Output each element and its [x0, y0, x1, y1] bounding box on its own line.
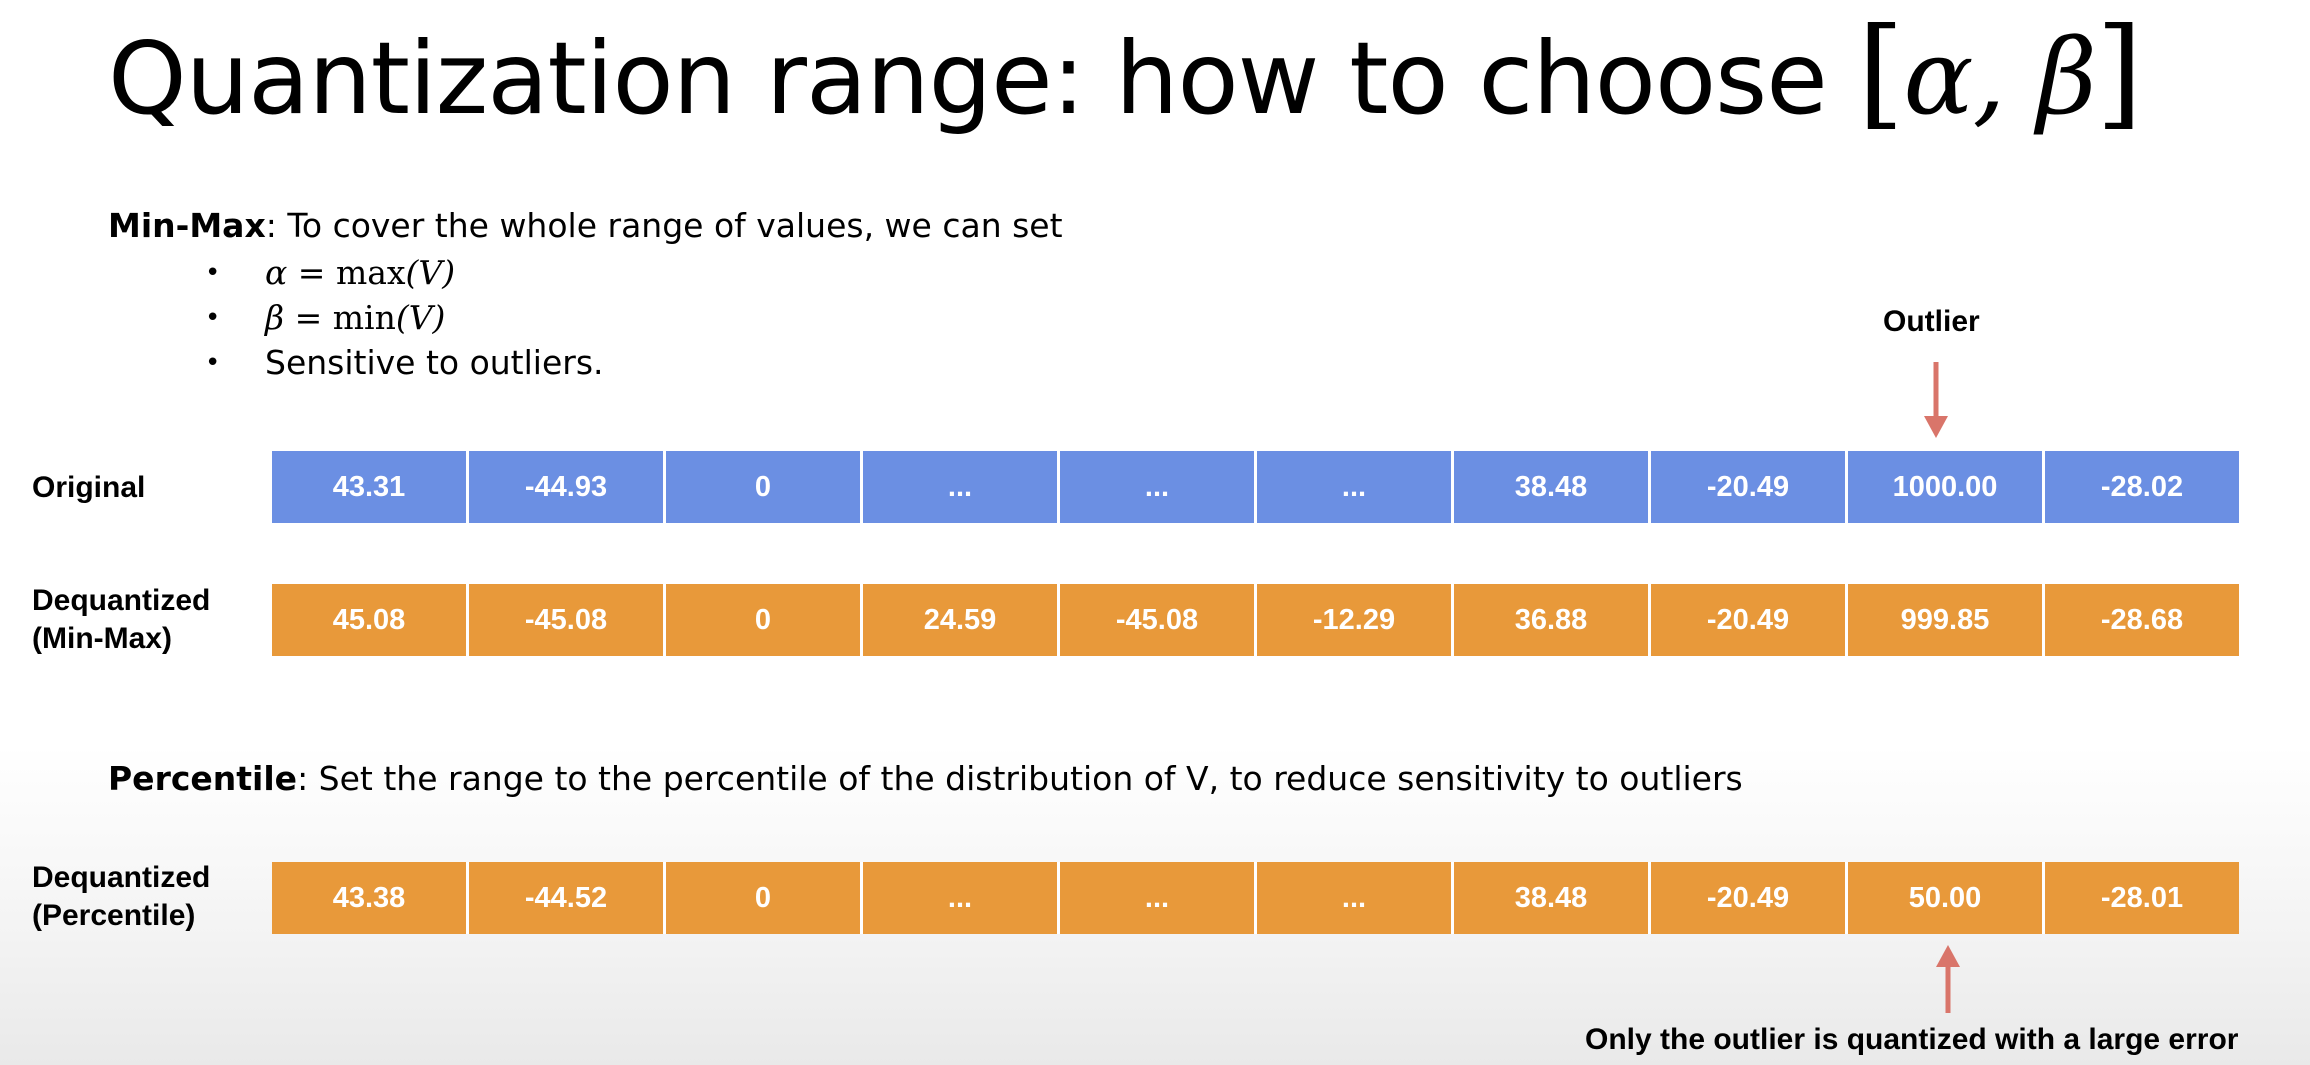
- row-label-dequant-minmax: Dequantized (Min-Max): [32, 582, 210, 658]
- minmax-term: Min-Max: [108, 206, 266, 245]
- percentile-cell: 38.48: [1454, 862, 1651, 934]
- minmax-cell: -45.08: [469, 584, 666, 656]
- minmax-cell: 999.85: [1848, 584, 2045, 656]
- outlier-callout: Outlier: [1883, 305, 1980, 338]
- original-cell: -28.02: [2045, 451, 2239, 523]
- error-up-arrow-icon: [1936, 945, 1960, 1013]
- original-cell: -20.49: [1651, 451, 1848, 523]
- title-math: α, β: [1903, 16, 2096, 138]
- minmax-text: : To cover the whole range of values, we…: [265, 206, 1063, 245]
- percentile-cell: 43.38: [272, 862, 469, 934]
- formula-fn: min: [332, 298, 396, 337]
- formula-arg: (V): [405, 253, 456, 292]
- bullet-alpha: • α = max(V): [205, 250, 604, 295]
- large-error-callout: Only the outlier is quantized with a lar…: [1585, 1023, 2239, 1056]
- formula-lhs: α: [265, 253, 288, 292]
- minmax-bullets: • α = max(V) • β = min(V) • Sensitive to…: [205, 250, 604, 385]
- row-label-line2: (Min-Max): [32, 622, 172, 655]
- minmax-cell: -45.08: [1060, 584, 1257, 656]
- minmax-paragraph: Min-Max: To cover the whole range of val…: [108, 204, 1063, 248]
- formula-arg: (V): [395, 298, 446, 337]
- percentile-text: : Set the range to the percentile of the…: [297, 759, 1743, 798]
- title-text: Quantization range: how to choose: [108, 20, 1858, 137]
- percentile-cell: 50.00: [1848, 862, 2045, 934]
- original-row: 43.31 -44.93 0 ... ... ... 38.48 -20.49 …: [272, 451, 2239, 523]
- original-cell: ...: [863, 451, 1060, 523]
- row-label-line2: (Percentile): [32, 899, 196, 932]
- original-cell: 43.31: [272, 451, 469, 523]
- minmax-cell: 0: [666, 584, 863, 656]
- row-label-dequant-percentile: Dequantized (Percentile): [32, 859, 210, 935]
- formula-lhs: β: [265, 298, 285, 337]
- slide-title: Quantization range: how to choose [α, β]: [108, 8, 2143, 144]
- minmax-cell: -20.49: [1651, 584, 1848, 656]
- original-cell: 38.48: [1454, 451, 1651, 523]
- percentile-cell: ...: [1060, 862, 1257, 934]
- minmax-cell: -28.68: [2045, 584, 2239, 656]
- minmax-cell: 45.08: [272, 584, 469, 656]
- row-label-line1: Dequantized: [32, 584, 211, 617]
- alpha-formula: α = max(V): [265, 253, 455, 292]
- sensitive-text: Sensitive to outliers.: [265, 343, 604, 382]
- bullet-glyph: •: [205, 302, 221, 333]
- original-cell: 0: [666, 451, 863, 523]
- row-label-original: Original: [32, 471, 146, 504]
- dequant-minmax-row: 45.08 -45.08 0 24.59 -45.08 -12.29 36.88…: [272, 584, 2239, 656]
- title-bracket-left: [: [1857, 3, 1905, 142]
- percentile-cell: ...: [1257, 862, 1454, 934]
- bullet-glyph: •: [205, 257, 221, 288]
- formula-fn: max: [335, 253, 406, 292]
- formula-eq: =: [287, 253, 336, 292]
- original-cell: ...: [1257, 451, 1454, 523]
- percentile-cell: ...: [863, 862, 1060, 934]
- row-label-line1: Dequantized: [32, 861, 211, 894]
- minmax-cell: -12.29: [1257, 584, 1454, 656]
- outlier-down-arrow-icon: [1924, 362, 1948, 438]
- percentile-paragraph: Percentile: Set the range to the percent…: [108, 757, 1743, 801]
- beta-formula: β = min(V): [265, 298, 445, 337]
- formula-eq: =: [284, 298, 333, 337]
- percentile-cell: 0: [666, 862, 863, 934]
- percentile-cell: -44.52: [469, 862, 666, 934]
- bullet-sensitive: • Sensitive to outliers.: [205, 340, 604, 385]
- dequant-percentile-row: 43.38 -44.52 0 ... ... ... 38.48 -20.49 …: [272, 862, 2239, 934]
- percentile-cell: -20.49: [1651, 862, 1848, 934]
- minmax-cell: 24.59: [863, 584, 1060, 656]
- bullet-glyph: •: [205, 347, 221, 378]
- original-cell: 1000.00: [1848, 451, 2045, 523]
- original-cell: ...: [1060, 451, 1257, 523]
- title-bracket-right: ]: [2095, 3, 2143, 142]
- percentile-term: Percentile: [108, 759, 298, 798]
- original-cell: -44.93: [469, 451, 666, 523]
- bullet-beta: • β = min(V): [205, 295, 604, 340]
- minmax-cell: 36.88: [1454, 584, 1651, 656]
- percentile-cell: -28.01: [2045, 862, 2239, 934]
